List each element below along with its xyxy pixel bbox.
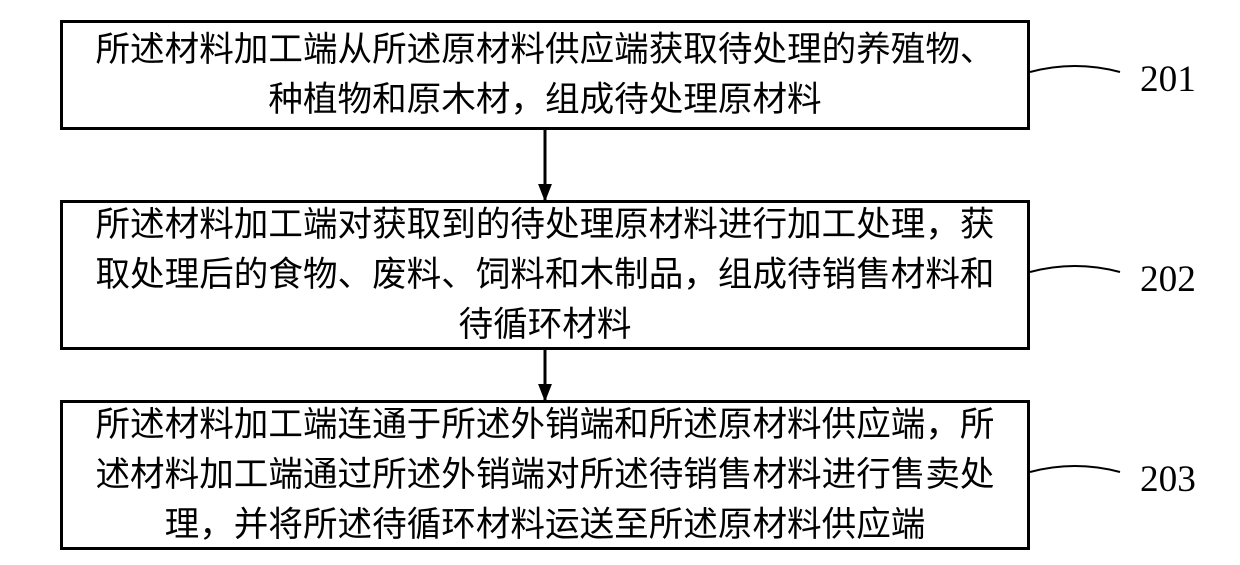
flowchart-node-201: 所述材料加工端从所述原材料供应端获取待处理的养殖物、种植物和原木材，组成待处理原… xyxy=(60,20,1030,130)
flowchart-node-203: 所述材料加工端连通于所述外销端和所述原材料供应端，所述材料加工端通过所述外销端对… xyxy=(60,400,1030,550)
step-number-label: 203 xyxy=(1140,458,1196,501)
flowchart-canvas: 所述材料加工端从所述原材料供应端获取待处理的养殖物、种植物和原木材，组成待处理原… xyxy=(0,0,1240,565)
node-text: 所述材料加工端从所述原材料供应端获取待处理的养殖物、种植物和原木材，组成待处理原… xyxy=(95,25,994,125)
flowchart-node-202: 所述材料加工端对获取到的待处理原材料进行加工处理，获取处理后的食物、废料、饲料和… xyxy=(60,200,1030,350)
step-number-label: 201 xyxy=(1140,58,1196,101)
node-text: 所述材料加工端连通于所述外销端和所述原材料供应端，所述材料加工端通过所述外销端对… xyxy=(95,400,994,550)
node-text: 所述材料加工端对获取到的待处理原材料进行加工处理，获取处理后的食物、废料、饲料和… xyxy=(95,200,994,350)
step-number-label: 202 xyxy=(1140,258,1196,301)
